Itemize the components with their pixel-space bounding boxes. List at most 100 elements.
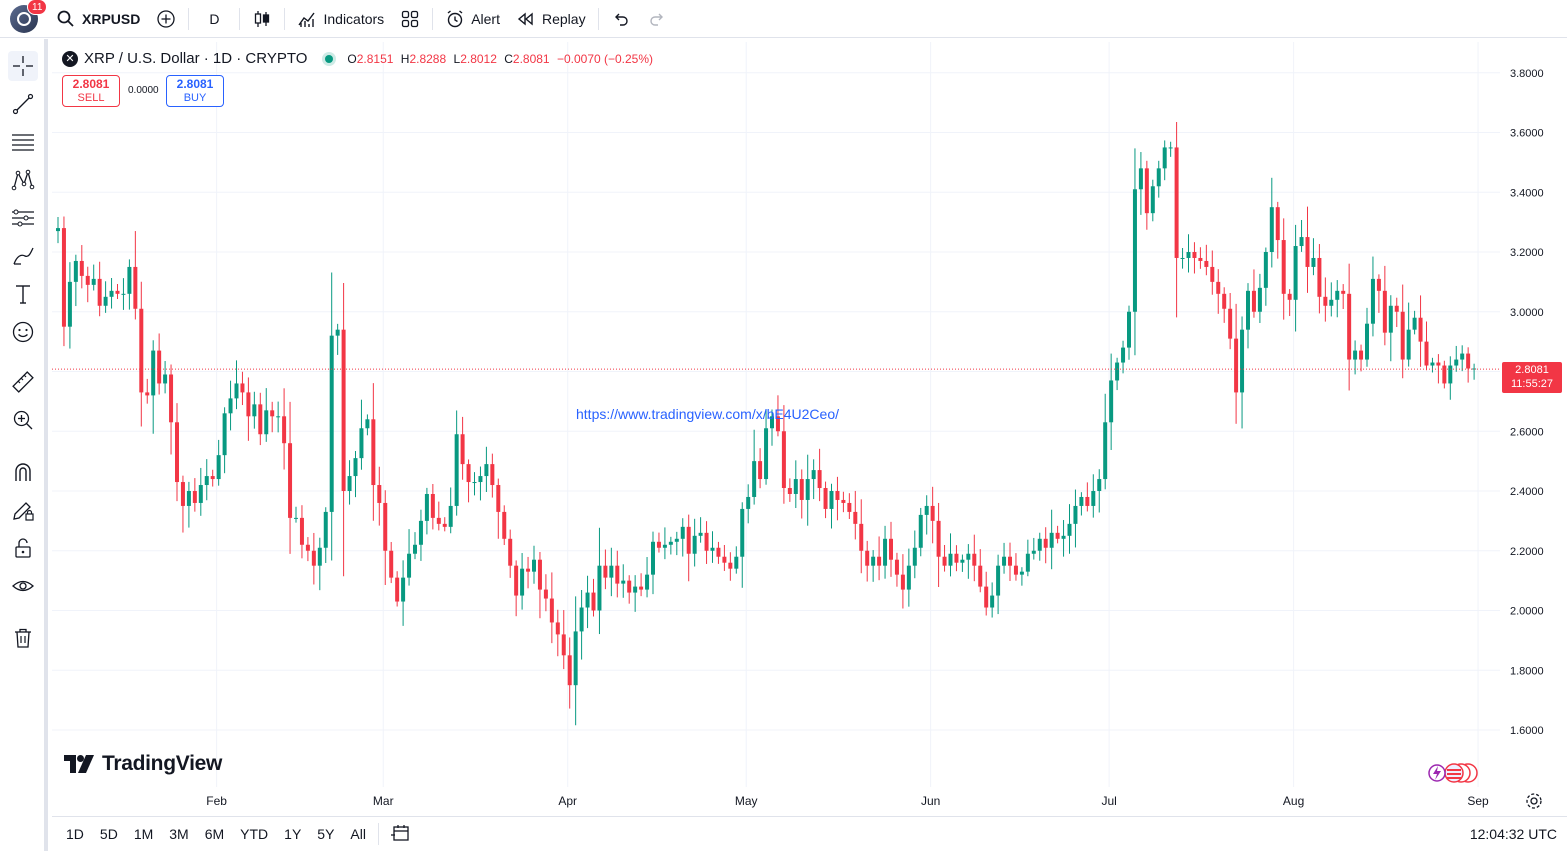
candle xyxy=(1347,263,1352,391)
candle xyxy=(1127,305,1131,360)
forecast-icon xyxy=(12,209,34,227)
zoom-tool[interactable] xyxy=(8,405,38,435)
range-3m[interactable]: 3M xyxy=(169,826,189,842)
redo-button[interactable] xyxy=(639,0,675,38)
candle xyxy=(532,545,536,584)
range-1m[interactable]: 1M xyxy=(133,826,154,842)
events-flags-icon[interactable] xyxy=(1424,760,1484,786)
candle xyxy=(787,478,792,502)
candle xyxy=(1275,201,1280,259)
hide-drawings-tool[interactable] xyxy=(8,571,38,601)
candle xyxy=(710,531,715,563)
time-tick-label: Feb xyxy=(206,794,227,808)
low-key: L xyxy=(453,51,461,66)
time-tick-label: Mar xyxy=(373,794,394,808)
measure-tool[interactable] xyxy=(8,367,38,397)
symbol-search-button[interactable]: XRPUSD xyxy=(48,0,148,38)
candle xyxy=(127,259,132,310)
candle xyxy=(877,536,882,581)
candle xyxy=(56,217,60,244)
candle xyxy=(615,550,620,598)
price-chart[interactable]: 3.80003.60003.40003.20003.00002.80002.60… xyxy=(52,42,1567,812)
lock-all-drawings-tool[interactable] xyxy=(8,533,38,563)
legend-title[interactable]: XRP / U.S. Dollar · 1D · CRYPTO xyxy=(84,50,308,67)
candle xyxy=(1388,295,1393,362)
chart-pane[interactable]: 3.80003.60003.40003.20003.00002.80002.60… xyxy=(52,42,1567,812)
chart-type-button[interactable] xyxy=(244,0,280,38)
snapshot-url[interactable]: https://www.tradingview.com/x/bE4U2Ceo/ xyxy=(576,406,840,422)
range-all[interactable]: All xyxy=(350,826,366,842)
undo-button[interactable] xyxy=(603,0,639,38)
text-tool[interactable] xyxy=(8,279,38,309)
candle xyxy=(371,383,376,521)
time-tick-label: Apr xyxy=(558,794,577,808)
open-value: 2.8151 xyxy=(356,51,394,66)
candle xyxy=(1061,520,1066,557)
candle xyxy=(704,521,709,564)
candle xyxy=(770,409,774,446)
range-ytd[interactable]: YTD xyxy=(240,826,269,842)
alert-button[interactable]: Alert xyxy=(437,0,508,38)
text-icon xyxy=(16,285,30,304)
alarm-clock-icon xyxy=(447,9,463,27)
candle xyxy=(1192,242,1197,274)
candle xyxy=(73,254,78,307)
candle xyxy=(365,414,370,436)
price-tick-label: 3.0000 xyxy=(1510,307,1544,319)
chart-grid xyxy=(52,42,1500,787)
price-axis[interactable]: 3.80003.60003.40003.20003.00002.80002.60… xyxy=(1510,68,1544,737)
candle xyxy=(222,407,227,474)
tradingview-mark-icon xyxy=(64,755,94,773)
tradingview-logo[interactable]: TradingView xyxy=(64,752,222,776)
candle xyxy=(1037,532,1042,561)
candle xyxy=(109,277,114,309)
sell-button[interactable]: 2.8081 SELL xyxy=(62,75,120,107)
buy-button[interactable]: 2.8081 BUY xyxy=(166,75,224,107)
candle xyxy=(1121,340,1126,374)
prediction-tool[interactable] xyxy=(8,203,38,233)
candle xyxy=(954,545,959,572)
candle xyxy=(508,529,513,578)
candle xyxy=(1097,469,1102,513)
time-axis-settings-icon[interactable] xyxy=(1525,792,1543,810)
candle xyxy=(270,401,275,433)
interval-button[interactable]: D xyxy=(193,0,235,38)
user-avatar[interactable]: 11 xyxy=(10,0,48,33)
candle xyxy=(395,571,400,607)
remove-drawings-tool[interactable] xyxy=(8,623,38,653)
trend-line-tool[interactable] xyxy=(8,89,38,119)
candle xyxy=(496,478,501,539)
range-6m[interactable]: 6M xyxy=(204,826,225,842)
candle xyxy=(103,281,108,313)
candle xyxy=(163,361,168,394)
fib-retracement-tool[interactable] xyxy=(8,127,38,157)
range-1d[interactable]: 1D xyxy=(66,826,84,842)
range-5d[interactable]: 5D xyxy=(99,826,118,842)
magnet-tool[interactable] xyxy=(8,457,38,487)
candle xyxy=(716,541,721,564)
candle xyxy=(1394,297,1399,328)
time-tick-label: Jul xyxy=(1101,794,1116,808)
emoji-tool[interactable] xyxy=(8,317,38,347)
spread-value: 0.0000 xyxy=(128,85,159,96)
replay-button[interactable]: Replay xyxy=(508,0,594,38)
pattern-tool[interactable] xyxy=(8,165,38,195)
time-axis[interactable]: Feb Mar Apr May Jun Jul Aug Sep xyxy=(206,794,1489,808)
candle xyxy=(413,532,417,560)
compare-symbol-button[interactable] xyxy=(148,0,184,38)
candle xyxy=(1091,474,1096,518)
layouts-button[interactable] xyxy=(392,0,428,38)
candle xyxy=(424,487,429,535)
sell-price: 2.8081 xyxy=(72,77,110,91)
candle xyxy=(1204,244,1209,276)
crosshair-tool[interactable] xyxy=(8,51,38,81)
brush-tool[interactable] xyxy=(8,241,38,271)
utc-clock[interactable]: 12:04:32 UTC xyxy=(1469,826,1557,842)
range-1y[interactable]: 1Y xyxy=(284,826,302,842)
last-price-tag: 2.8081 11:55:27 xyxy=(1502,362,1562,393)
lock-drawing-mode-tool[interactable] xyxy=(8,495,38,525)
indicators-button[interactable]: Indicators xyxy=(289,0,392,38)
candle xyxy=(180,475,185,533)
range-5y[interactable]: 5Y xyxy=(317,826,335,842)
go-to-date-button[interactable] xyxy=(383,823,419,846)
